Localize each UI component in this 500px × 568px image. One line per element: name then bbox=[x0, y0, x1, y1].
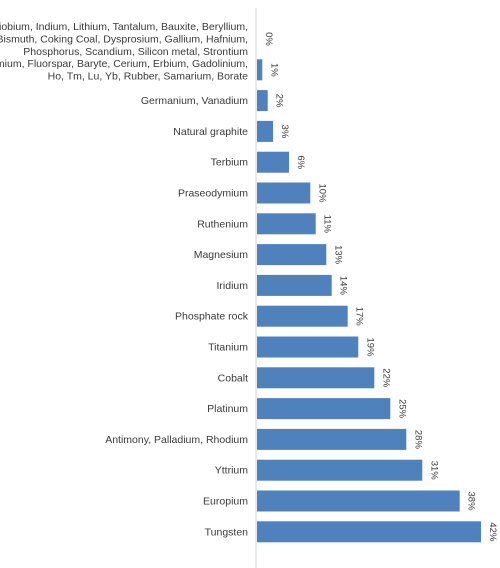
value-label: 3% bbox=[279, 125, 290, 139]
category-labels-group: Niobium, Indium, Lithium, Tantalum, Baux… bbox=[0, 21, 249, 538]
value-label: 19% bbox=[364, 337, 375, 357]
category-label-line: Phosphorus, Scandium, Silicon metal, Str… bbox=[23, 46, 248, 58]
category-label: Neodymium, Fluorspar, Baryte, Cerium, Er… bbox=[0, 58, 248, 83]
bar bbox=[257, 244, 327, 266]
category-label-line: Cobalt bbox=[218, 372, 248, 384]
value-label: 28% bbox=[412, 430, 423, 450]
category-label: Phosphate rock bbox=[175, 311, 249, 323]
bar bbox=[257, 336, 359, 358]
bar bbox=[257, 182, 311, 204]
category-label: Ruthenium bbox=[197, 218, 248, 230]
bar bbox=[257, 490, 460, 512]
category-label-line: Niobium, Indium, Lithium, Tantalum, Baux… bbox=[0, 21, 248, 33]
category-label-line: Titanium bbox=[208, 342, 248, 354]
category-label-line: Praseodymium bbox=[178, 188, 248, 200]
value-label: 0% bbox=[263, 32, 274, 46]
bar bbox=[257, 213, 316, 235]
category-label: Cobalt bbox=[218, 372, 248, 384]
category-label-line: Ruthenium bbox=[197, 218, 248, 230]
value-label: 25% bbox=[396, 399, 407, 419]
category-label-line: Natural graphite bbox=[173, 126, 248, 138]
category-label: Tungsten bbox=[205, 526, 249, 538]
value-label: 31% bbox=[428, 461, 439, 481]
category-label: Natural graphite bbox=[173, 126, 248, 138]
value-label: 17% bbox=[354, 307, 365, 327]
value-label: 14% bbox=[338, 276, 349, 296]
bar bbox=[257, 274, 332, 296]
category-label-line: Platinum bbox=[207, 403, 248, 415]
category-label-line: Neodymium, Fluorspar, Baryte, Cerium, Er… bbox=[0, 58, 248, 70]
value-label: 10% bbox=[316, 183, 327, 203]
category-label: Iridium bbox=[216, 280, 248, 292]
category-label: Praseodymium bbox=[178, 188, 248, 200]
bar bbox=[257, 120, 273, 142]
category-label-line: Bismuth, Coking Coal, Dysprosium, Galliu… bbox=[0, 34, 248, 46]
bar bbox=[257, 428, 407, 450]
category-label-line: Phosphate rock bbox=[175, 311, 249, 323]
category-label-line: Tungsten bbox=[205, 526, 249, 538]
bar bbox=[257, 59, 263, 81]
value-label: 11% bbox=[322, 215, 333, 234]
bar bbox=[257, 459, 423, 481]
category-label-line: Europium bbox=[203, 496, 248, 508]
category-label-line: Iridium bbox=[216, 280, 248, 292]
value-labels-group: 0% 1% 2% 3% 6% 10% 11% 13% 14% 17% 19% 22% 25% 28% 31%… bbox=[263, 32, 498, 542]
category-label-line: Yttrium bbox=[215, 465, 249, 477]
bar bbox=[257, 521, 481, 543]
category-label: Antimony, Palladium, Rhodium bbox=[105, 434, 248, 446]
category-label: Titanium bbox=[208, 342, 248, 354]
bar bbox=[257, 90, 268, 112]
category-label-line: Antimony, Palladium, Rhodium bbox=[105, 434, 248, 446]
bar bbox=[257, 398, 391, 420]
bars-group bbox=[257, 59, 481, 543]
bar bbox=[257, 367, 375, 389]
category-label: Magnesium bbox=[194, 249, 249, 261]
value-label: 38% bbox=[466, 491, 477, 511]
category-label: Europium bbox=[203, 496, 248, 508]
category-label-line: Terbium bbox=[211, 157, 249, 169]
value-label: 22% bbox=[380, 368, 391, 388]
value-label: 13% bbox=[332, 245, 343, 265]
value-label: 2% bbox=[274, 94, 285, 108]
value-label: 1% bbox=[268, 63, 279, 77]
category-label: Germanium, Vanadium bbox=[141, 95, 248, 107]
category-label: Terbium bbox=[211, 157, 249, 169]
category-label: Platinum bbox=[207, 403, 248, 415]
bar bbox=[257, 305, 348, 327]
category-label: Niobium, Indium, Lithium, Tantalum, Baux… bbox=[0, 21, 248, 58]
category-label: Yttrium bbox=[215, 465, 249, 477]
value-label: 6% bbox=[295, 155, 306, 169]
value-label: 42% bbox=[487, 522, 498, 542]
category-label-line: Germanium, Vanadium bbox=[141, 95, 248, 107]
category-label-line: Ho, Tm, Lu, Yb, Rubber, Samarium, Borate bbox=[48, 71, 249, 83]
category-label-line: Magnesium bbox=[194, 249, 249, 261]
bar bbox=[257, 151, 289, 173]
